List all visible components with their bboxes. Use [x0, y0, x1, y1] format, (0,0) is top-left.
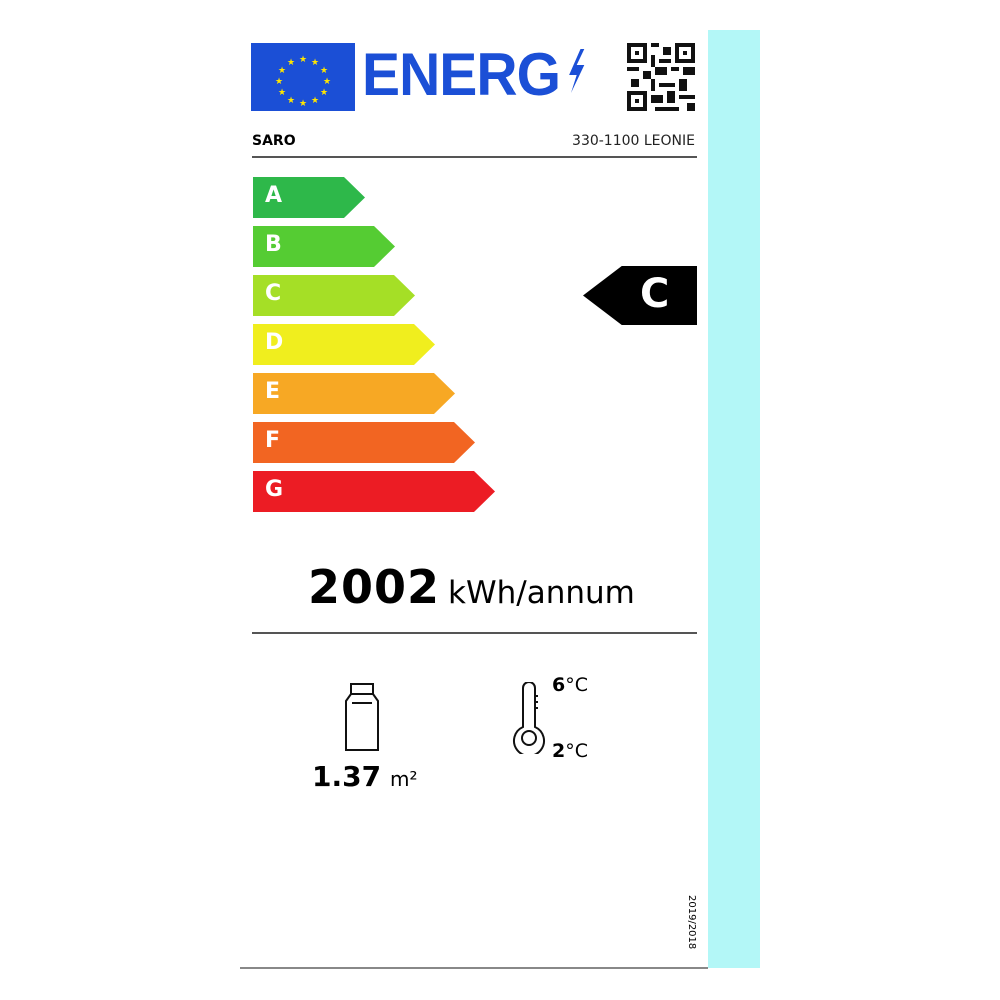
energy-logo: ENERG: [362, 40, 588, 109]
energy-class-letter: A: [265, 183, 283, 208]
svg-text:★: ★: [287, 58, 295, 68]
svg-text:★: ★: [278, 66, 286, 76]
side-strip: [708, 30, 760, 968]
energy-class-letter: F: [265, 428, 281, 453]
svg-text:★: ★: [299, 55, 307, 65]
energy-class-letter: C: [265, 281, 282, 306]
thermometer-icon: [509, 681, 549, 758]
display-area: 1.37 m²: [312, 760, 418, 793]
energy-class-bar-f: F: [253, 422, 475, 463]
max-temp-value: 6: [552, 674, 566, 696]
eu-flag-icon: ★ ★ ★ ★ ★ ★ ★ ★ ★ ★ ★ ★: [251, 43, 355, 111]
svg-text:★: ★: [275, 77, 283, 87]
svg-text:★: ★: [311, 96, 319, 106]
energy-class-bar-d: D: [253, 324, 435, 365]
brand-name: SARO: [252, 133, 296, 149]
temp-unit: °C: [565, 740, 589, 762]
display-cabinet-icon: [345, 683, 379, 757]
max-temperature: 6°C: [552, 674, 588, 696]
energy-class-letter: B: [265, 232, 282, 257]
svg-text:★: ★: [323, 77, 331, 87]
divider: [252, 156, 697, 158]
svg-text:★: ★: [287, 96, 295, 106]
min-temperature: 2°C: [552, 740, 588, 762]
area-unit: m²: [390, 767, 418, 791]
min-temp-value: 2: [552, 740, 566, 762]
divider: [252, 632, 697, 634]
svg-text:★: ★: [278, 88, 286, 98]
consumption-value: 2002: [308, 560, 441, 614]
svg-text:★: ★: [320, 88, 328, 98]
energy-logo-text: ENERG: [362, 41, 561, 108]
energy-class-letter: D: [265, 330, 284, 355]
qr-code-icon: [627, 43, 695, 111]
energy-class-bar-g: G: [253, 471, 495, 512]
energy-class-bar-b: B: [253, 226, 395, 267]
energy-class-bar-a: A: [253, 177, 365, 218]
consumption-unit: kWh/annum: [448, 575, 635, 611]
energy-consumption: 2002 kWh/annum: [308, 560, 635, 614]
regulation-number: 2019/2018: [686, 895, 697, 950]
svg-text:★: ★: [311, 58, 319, 68]
lightning-icon: [569, 49, 585, 93]
energy-class-bar-c: C: [253, 275, 415, 316]
model-name: 330-1100 LEONIE: [572, 133, 695, 149]
svg-text:★: ★: [320, 66, 328, 76]
area-value: 1.37: [312, 760, 382, 793]
svg-text:★: ★: [299, 99, 307, 109]
energy-class-letter: G: [265, 477, 284, 502]
bottom-line: [240, 967, 708, 969]
rating-indicator: C: [583, 266, 697, 325]
temp-unit: °C: [565, 674, 589, 696]
energy-class-bar-e: E: [253, 373, 455, 414]
rating-class: C: [640, 271, 670, 317]
energy-class-letter: E: [265, 379, 281, 404]
